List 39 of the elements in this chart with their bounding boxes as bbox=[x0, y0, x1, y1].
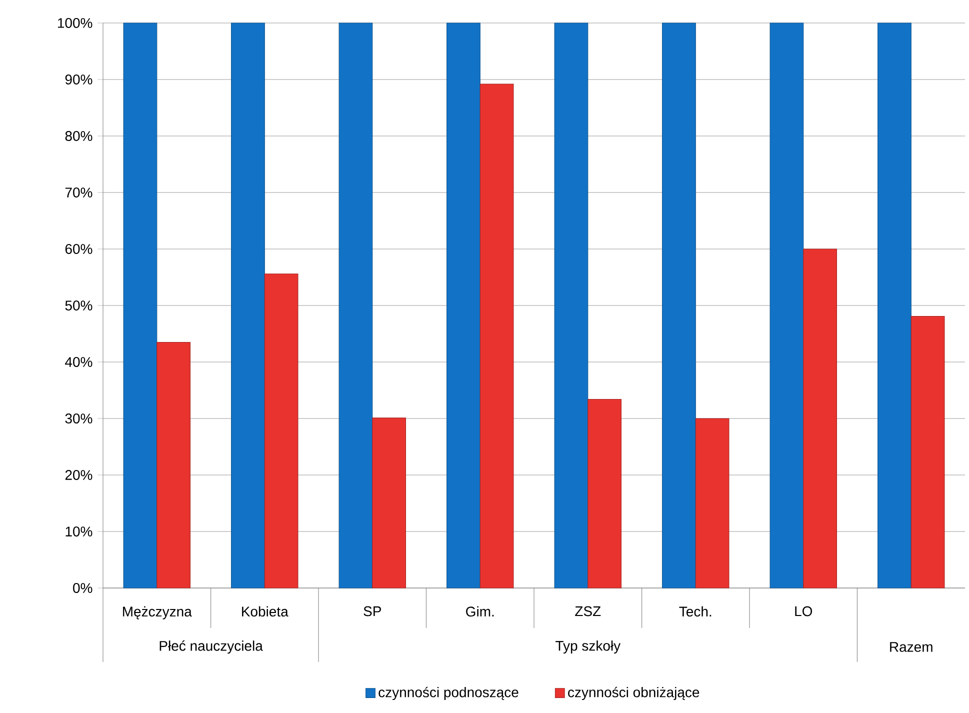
y-tick-label: 30% bbox=[65, 414, 92, 424]
x-tick-label: Kobieta bbox=[242, 606, 288, 617]
y-tick-label: 20% bbox=[65, 470, 92, 480]
bar bbox=[770, 22, 804, 588]
bar bbox=[878, 22, 912, 588]
y-tick-label: 70% bbox=[65, 188, 92, 198]
bar bbox=[480, 84, 514, 588]
legend-label: czynności podnoszące bbox=[378, 686, 518, 700]
bar bbox=[803, 248, 837, 588]
bar bbox=[123, 22, 158, 588]
y-tick-label: 40% bbox=[65, 357, 92, 367]
bar bbox=[588, 399, 622, 588]
bar bbox=[372, 418, 406, 588]
y-tick-label: 10% bbox=[66, 526, 92, 536]
x-tick-label: SP bbox=[364, 606, 381, 616]
y-tick-label: 90% bbox=[65, 74, 92, 84]
bar bbox=[156, 342, 190, 588]
y-tick-label: 60% bbox=[65, 244, 92, 254]
y-tick-label: 100% bbox=[58, 18, 92, 28]
bar bbox=[910, 316, 945, 588]
bar bbox=[338, 22, 373, 588]
text: Razem bbox=[890, 642, 932, 652]
bar bbox=[662, 22, 696, 588]
text: Płeć nauczyciela bbox=[160, 640, 263, 654]
x-tick-label: Tech. bbox=[679, 606, 712, 617]
y-tick-label: 0% bbox=[73, 583, 92, 593]
text: Typ szkoły bbox=[556, 640, 621, 654]
y-tick-label: 50% bbox=[65, 300, 92, 310]
y-tick-label: 80% bbox=[65, 131, 92, 141]
x-tick-label: Mężczyzna bbox=[123, 606, 192, 620]
bar bbox=[264, 274, 298, 588]
bar bbox=[695, 418, 730, 588]
x-tick-label: Gim. bbox=[466, 606, 494, 617]
bar bbox=[554, 22, 588, 588]
legend-label: czynności obniżające bbox=[568, 686, 700, 700]
x-tick-label: LO bbox=[795, 606, 812, 616]
x-tick-label: ZSZ bbox=[575, 606, 601, 616]
bar bbox=[446, 22, 480, 588]
bar bbox=[231, 22, 265, 588]
